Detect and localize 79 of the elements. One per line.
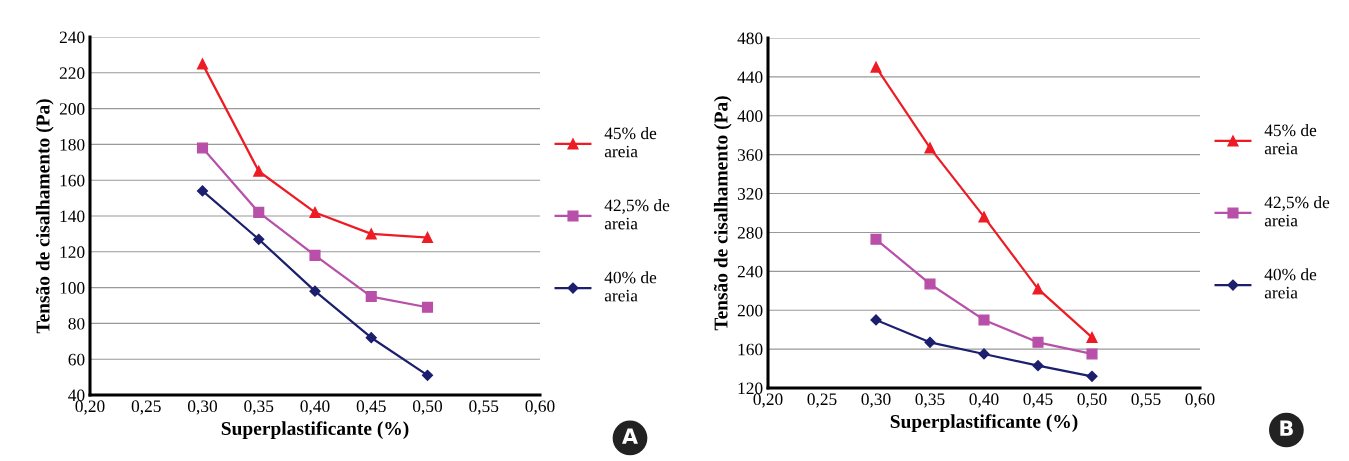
x-tick-label: 0,20 bbox=[753, 393, 783, 408]
point bbox=[1086, 370, 1098, 382]
y-tick-label: 120 bbox=[738, 382, 763, 395]
x-tick-label: 0,40 bbox=[969, 393, 999, 408]
y-tick-label: 220 bbox=[59, 67, 85, 79]
x-axis-title: Superplastificante (%) bbox=[890, 414, 1078, 432]
y-tick-label: 160 bbox=[60, 174, 85, 187]
x-tick-label: 0,30 bbox=[187, 400, 218, 415]
point bbox=[924, 278, 936, 290]
point bbox=[196, 58, 209, 70]
x-tick-label: 0,50 bbox=[1077, 393, 1107, 408]
point bbox=[421, 301, 434, 313]
y-tick-label: 180 bbox=[60, 138, 85, 151]
x-tick-label: 0,35 bbox=[915, 393, 945, 408]
point bbox=[978, 211, 990, 223]
point bbox=[253, 233, 265, 245]
y-tick-label: 320 bbox=[737, 188, 763, 200]
x-tick-label: 0,50 bbox=[412, 400, 443, 415]
y-tick-label: 60 bbox=[68, 353, 85, 366]
x-tick-label: 0,30 bbox=[861, 393, 891, 408]
y-tick-label: 400 bbox=[737, 110, 763, 122]
point bbox=[309, 206, 321, 218]
x-tick-label: 0,45 bbox=[356, 400, 386, 415]
y-tick-label: 200 bbox=[59, 103, 85, 115]
point bbox=[421, 369, 434, 381]
x-tick-label: 0,35 bbox=[244, 400, 274, 415]
y-axis-title: Tensão de cisalhamento (Pa) bbox=[35, 99, 54, 334]
y-tick-label: 480 bbox=[737, 32, 763, 45]
legend-label: 40% de areia bbox=[604, 271, 657, 302]
x-tick-label: 0,55 bbox=[469, 400, 499, 415]
point bbox=[365, 228, 377, 240]
y-tick-label: 360 bbox=[737, 149, 763, 161]
x-tick-label: 0,45 bbox=[1023, 393, 1053, 408]
text: A bbox=[622, 428, 638, 444]
point bbox=[309, 285, 321, 297]
point bbox=[924, 142, 936, 154]
y-tick-label: 100 bbox=[60, 282, 85, 294]
point bbox=[924, 336, 936, 348]
x-tick-label: 0,60 bbox=[1185, 393, 1215, 408]
point bbox=[1086, 331, 1098, 344]
point bbox=[421, 231, 434, 244]
y-tick-label: 240 bbox=[59, 31, 85, 44]
y-axis-title: Tensão de cisalhamento (Pa) bbox=[713, 96, 732, 331]
legend-label: 42,5% de areia bbox=[1264, 196, 1330, 227]
legend-label: 45% de areia bbox=[604, 126, 657, 158]
point bbox=[309, 249, 321, 261]
point bbox=[870, 61, 882, 73]
point bbox=[365, 332, 377, 344]
x-axis-title: Superplastificante (%) bbox=[221, 421, 409, 439]
point bbox=[870, 233, 882, 245]
y-tick-label: 240 bbox=[737, 265, 763, 278]
y-tick-label: 140 bbox=[60, 210, 85, 223]
y-tick-label: 120 bbox=[60, 246, 85, 258]
x-tick-label: 0,20 bbox=[75, 400, 105, 415]
y-tick-label: 40 bbox=[68, 389, 85, 402]
legend-label: 45% de areia bbox=[1264, 123, 1317, 155]
legend-label: 40% de areia bbox=[1264, 268, 1317, 299]
y-tick-label: 440 bbox=[737, 71, 763, 84]
y-tick-label: 200 bbox=[737, 304, 763, 317]
point bbox=[978, 314, 990, 326]
x-tick-label: 0,25 bbox=[807, 393, 837, 408]
x-tick-label: 0,60 bbox=[525, 400, 555, 415]
y-tick-label: 80 bbox=[68, 317, 85, 330]
text: B bbox=[1280, 420, 1293, 436]
y-tick-label: 280 bbox=[737, 226, 763, 239]
point bbox=[365, 290, 377, 303]
x-tick-label: 0,25 bbox=[131, 400, 161, 415]
point bbox=[1032, 360, 1044, 372]
x-tick-label: 0,55 bbox=[1131, 393, 1161, 408]
x-tick-label: 0,40 bbox=[300, 400, 330, 415]
y-tick-label: 160 bbox=[738, 343, 763, 356]
point bbox=[253, 206, 265, 218]
point bbox=[1032, 336, 1044, 348]
point bbox=[196, 185, 209, 197]
legend-label: 42,5% de areia bbox=[604, 199, 670, 230]
point bbox=[196, 142, 209, 154]
point bbox=[1086, 348, 1098, 360]
point bbox=[253, 165, 265, 177]
point bbox=[1032, 283, 1044, 295]
